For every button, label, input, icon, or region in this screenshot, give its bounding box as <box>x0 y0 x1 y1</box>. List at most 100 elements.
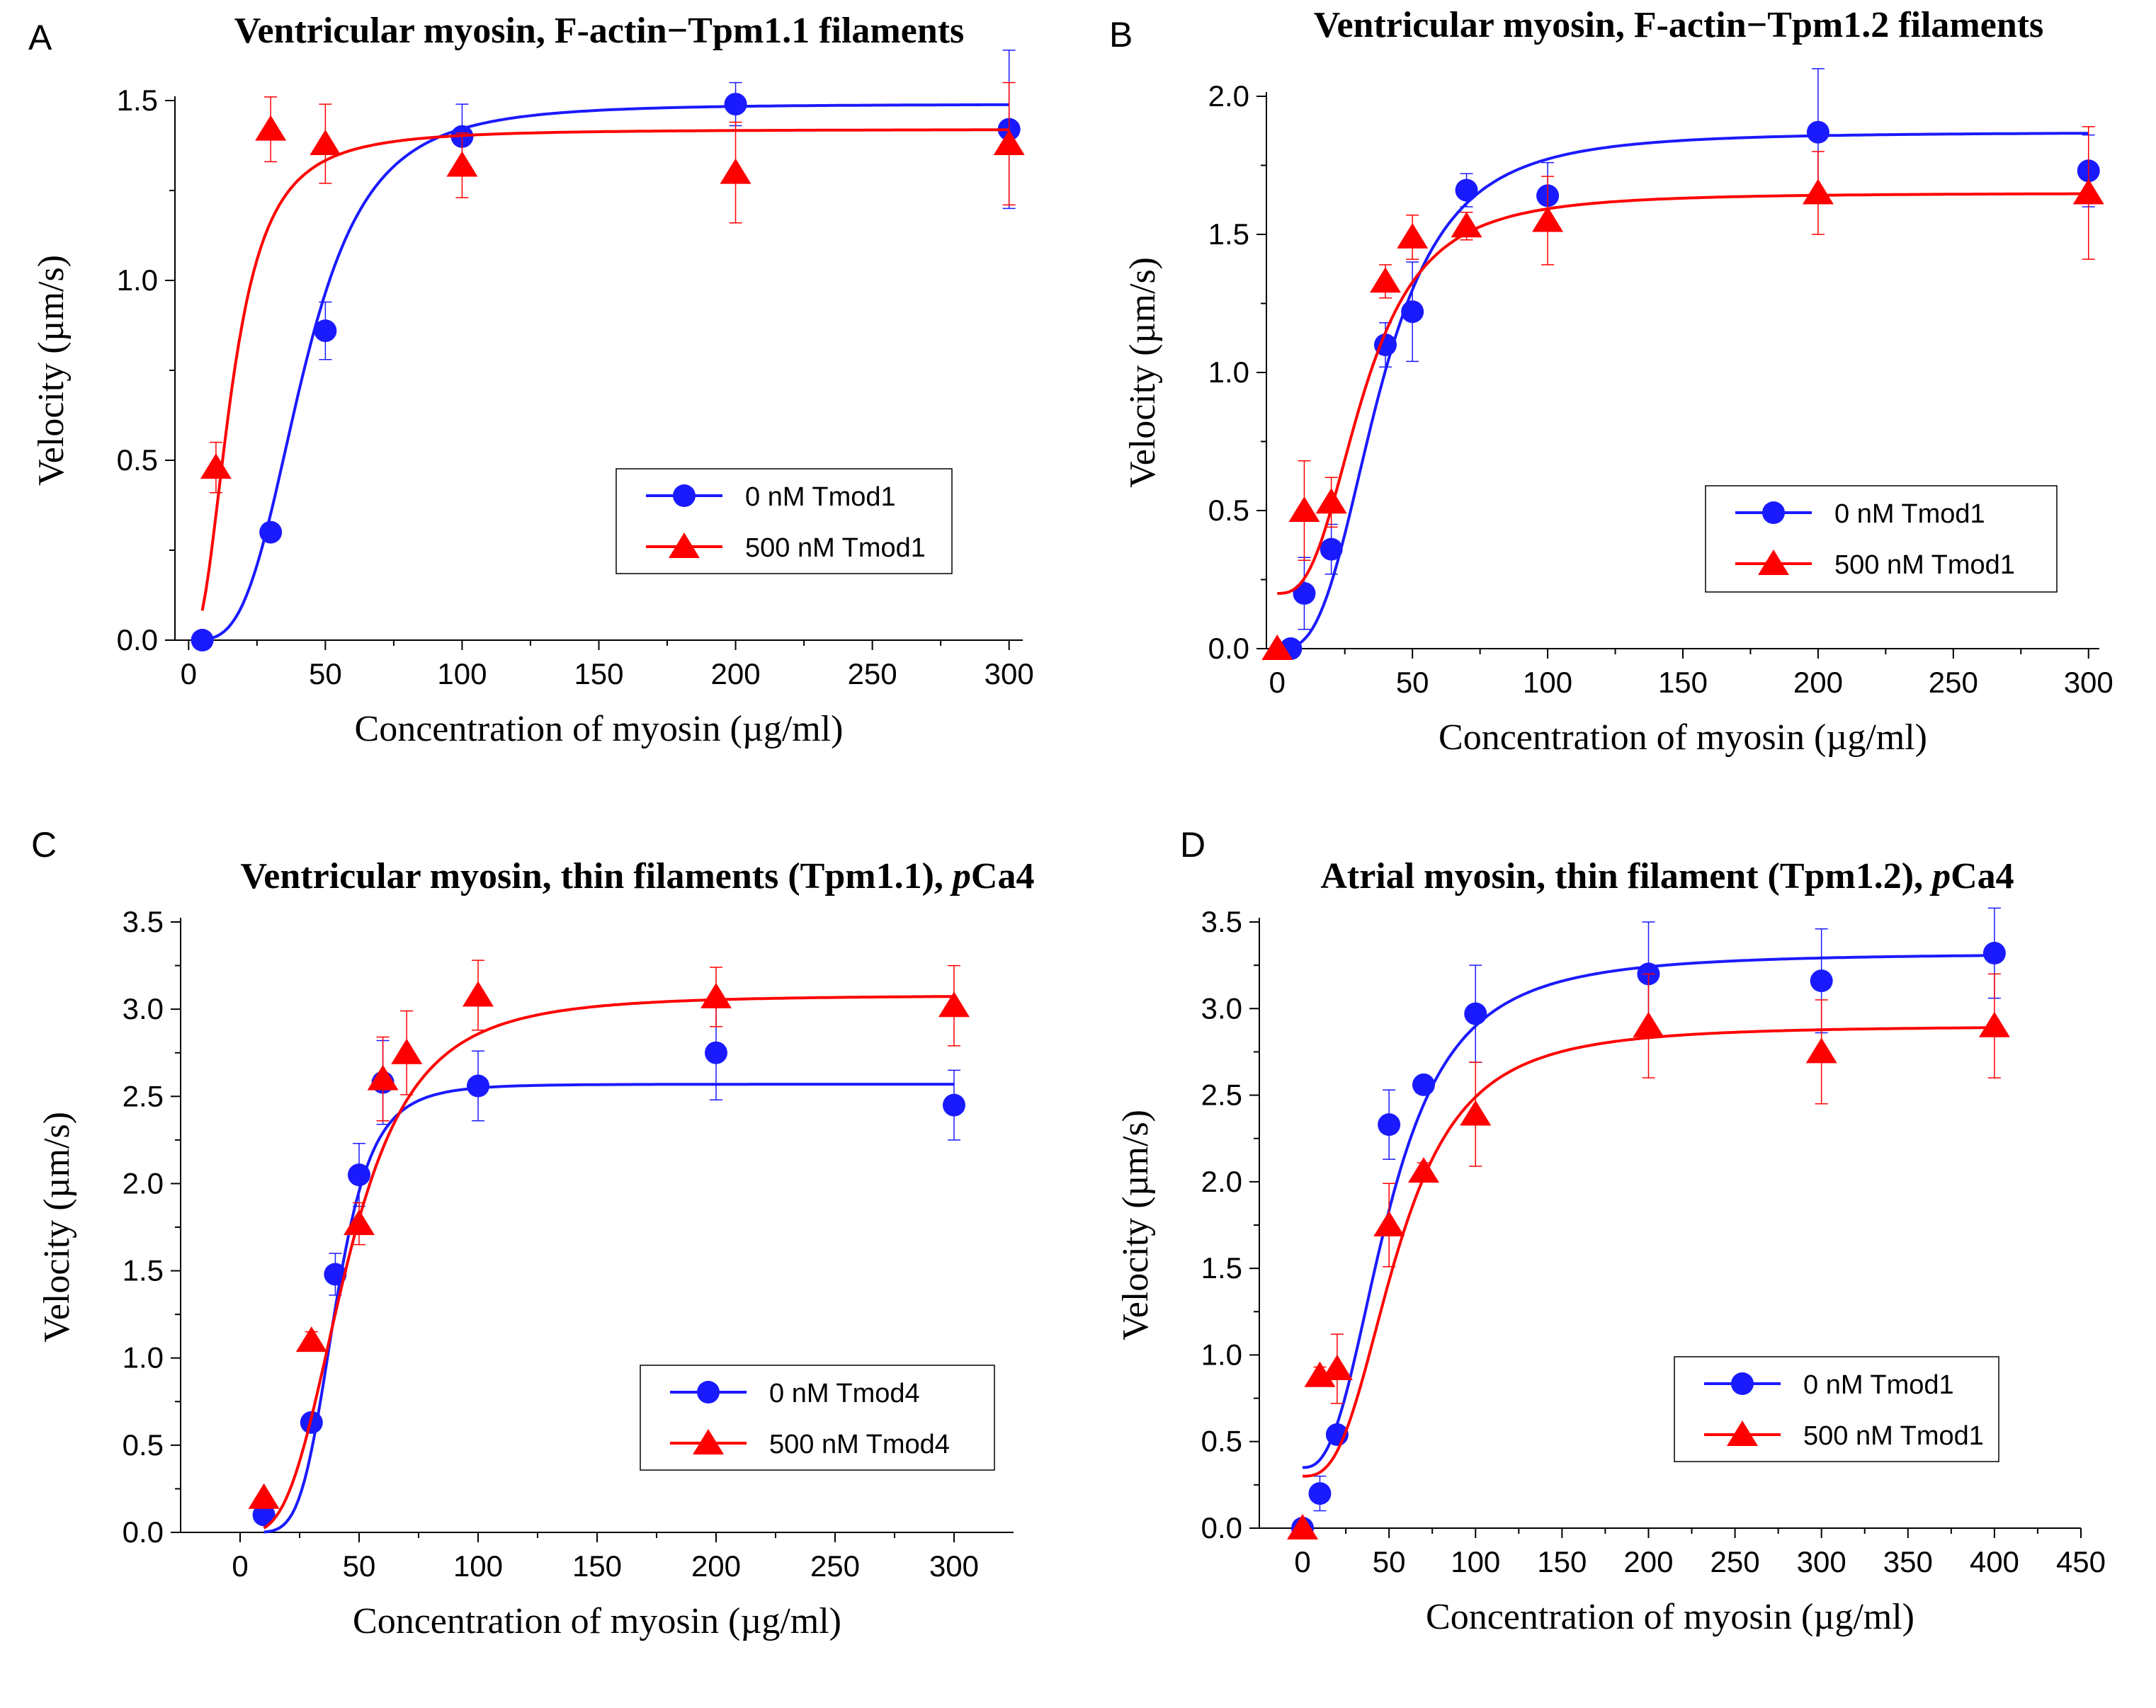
legend-label: 0 nM Tmod1 <box>745 482 896 512</box>
fit-curve-tmod <box>200 128 1009 611</box>
fit-curve-tmod <box>1277 192 2089 595</box>
data-point-circle <box>1455 178 1478 202</box>
y-tick-label: 1.5 <box>1201 1251 1242 1285</box>
y-tick-label: 0.5 <box>123 1428 164 1462</box>
fit-curve-control <box>202 103 1009 642</box>
data-point-circle <box>348 1163 370 1187</box>
x-tick-label: 200 <box>711 657 761 690</box>
panel-letter: B <box>1109 15 1133 55</box>
data-point-triangle <box>255 115 287 141</box>
x-tick-label: 50 <box>309 657 342 690</box>
data-point-circle <box>324 1263 347 1286</box>
chart-title: Ventricular myosin, F-actin−Tpm1.1 filam… <box>234 11 965 51</box>
x-tick-label: 250 <box>810 1549 860 1583</box>
y-tick-label: 1.5 <box>123 1254 164 1287</box>
data-point-circle <box>2077 159 2100 183</box>
y-axis-label: Velocity (µm/s) <box>1116 1110 1156 1340</box>
x-tick-label: 150 <box>574 657 623 690</box>
y-tick-label: 0.0 <box>117 623 158 656</box>
data-point-triangle <box>1370 267 1401 293</box>
data-point-triangle <box>295 1326 327 1353</box>
data-point-triangle <box>1373 1211 1405 1236</box>
fit-curve-control <box>263 1083 954 1534</box>
panel-letter: C <box>31 825 57 865</box>
y-tick-label: 3.5 <box>1201 905 1242 938</box>
data-point-triangle <box>200 453 232 479</box>
data-point-triangle <box>391 1038 423 1064</box>
data-point-triangle <box>720 158 751 184</box>
y-tick-label: 3.0 <box>1201 991 1242 1025</box>
legend-box <box>615 468 953 574</box>
y-axis-label: Velocity (µm/s) <box>37 1112 77 1343</box>
x-tick-label: 300 <box>929 1549 979 1583</box>
y-tick-label: 3.0 <box>123 992 164 1025</box>
y-tick-label: 0.0 <box>1208 632 1249 665</box>
x-tick-label: 300 <box>2064 666 2114 699</box>
x-tick-label: 250 <box>1929 666 1978 699</box>
x-tick-label: 250 <box>848 657 897 690</box>
data-point-circle <box>1291 1517 1315 1539</box>
data-point-circle <box>252 1503 276 1527</box>
x-tick-label: 300 <box>1797 1545 1846 1578</box>
y-axis-label: Velocity (µm/s) <box>1123 257 1163 488</box>
x-axis-label: Concentration of myosin (µg/ml) <box>353 1601 841 1641</box>
data-point-triangle <box>993 129 1025 155</box>
chart-title: Ventricular myosin, F-actin−Tpm1.2 filam… <box>1314 5 2044 45</box>
data-point-triangle <box>1805 1037 1837 1064</box>
data-point-triangle <box>1288 496 1320 522</box>
fit-curve-control <box>1303 954 1995 1469</box>
y-tick-label: 1.0 <box>117 263 158 297</box>
x-tick-label: 450 <box>2056 1545 2106 1578</box>
legend-label: 500 nM Tmod1 <box>1834 550 2015 580</box>
x-tick-label: 200 <box>691 1549 741 1583</box>
legend-marker-triangle <box>1758 550 1789 575</box>
data-point-circle <box>1412 1073 1435 1096</box>
y-axis-label: Velocity (µm/s) <box>31 255 72 486</box>
x-tick-label: 300 <box>985 657 1034 690</box>
data-point-triangle <box>446 151 478 177</box>
y-tick-label: 2.5 <box>1201 1078 1242 1112</box>
x-tick-label: 150 <box>1537 1545 1587 1578</box>
x-tick-label: 50 <box>1396 666 1429 699</box>
chart-title-pca-p: p <box>1929 856 1951 896</box>
y-tick-label: 0.5 <box>1208 494 1249 527</box>
x-tick-label: 50 <box>343 1549 376 1583</box>
x-tick-label: 400 <box>1970 1545 2019 1578</box>
y-tick-label: 1.5 <box>1208 217 1249 251</box>
legend-label: 0 nM Tmod1 <box>1834 499 1985 529</box>
chart-title: Atrial myosin, thin filament (Tpm1.2), p… <box>1320 856 2014 896</box>
y-tick-label: 1.5 <box>117 84 158 117</box>
chart-title-pca-rest: Ca4 <box>971 856 1035 896</box>
data-point-triangle <box>1287 1514 1319 1539</box>
data-point-circle <box>1293 582 1316 605</box>
chart-title-pca-p: p <box>950 856 971 896</box>
x-tick-label: 150 <box>572 1549 622 1583</box>
legend-label: 0 nM Tmod1 <box>1803 1370 1954 1400</box>
legend-label: 0 nM Tmod4 <box>769 1379 920 1408</box>
x-tick-label: 100 <box>437 657 487 690</box>
y-tick-label: 0.0 <box>1201 1511 1242 1544</box>
data-point-circle <box>1308 1482 1332 1505</box>
panel-letter: A <box>28 18 52 57</box>
x-axis-label: Concentration of myosin (µg/ml) <box>1426 1597 1914 1637</box>
data-point-circle <box>1374 334 1397 356</box>
data-point-triangle <box>1315 488 1347 514</box>
data-point-triangle <box>1451 212 1482 238</box>
data-point-triangle <box>1532 206 1564 232</box>
data-point-circle <box>1378 1113 1401 1137</box>
data-point-circle <box>724 93 747 116</box>
fit-curve-tmod <box>263 995 954 1530</box>
chart-title: Ventricular myosin, thin filaments (Tpm1… <box>241 856 1035 896</box>
legend-marker-circle <box>1731 1372 1754 1395</box>
legend-marker-circle <box>1762 501 1785 524</box>
x-tick-label: 100 <box>1523 666 1572 699</box>
x-tick-label: 100 <box>453 1549 503 1583</box>
data-point-circle <box>259 520 283 544</box>
y-tick-label: 0.5 <box>117 443 158 477</box>
data-point-triangle <box>1978 1011 2010 1037</box>
